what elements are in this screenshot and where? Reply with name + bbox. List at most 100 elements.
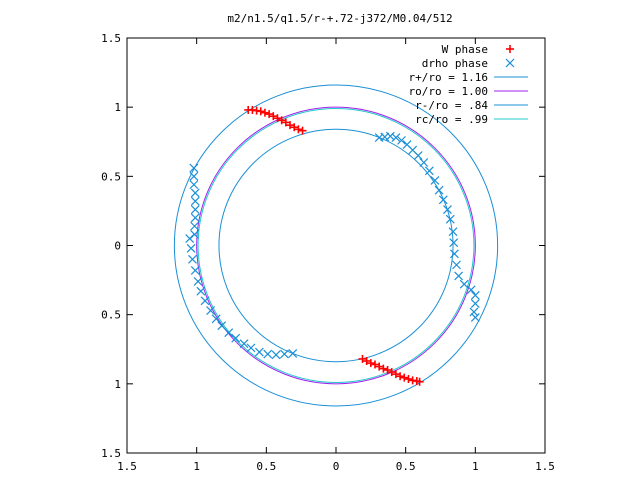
marker-stroke xyxy=(231,333,241,343)
marker-stroke xyxy=(470,290,480,300)
y-tick-label: 1.5 xyxy=(101,32,121,45)
marker-stroke xyxy=(190,221,200,231)
marker-stroke xyxy=(211,314,221,324)
marker-stroke xyxy=(397,135,406,145)
w-phase-point xyxy=(391,370,400,379)
reference-circles xyxy=(173,84,499,407)
marker-stroke xyxy=(374,133,384,143)
w-phase-point xyxy=(383,366,392,374)
y-tick-label: 0.5 xyxy=(101,309,121,322)
axis-ticks: 1.5 1 0.5 0 0.5 1 1.51.510.500.511.5 xyxy=(101,32,555,473)
marker-stroke xyxy=(470,313,480,322)
marker-stroke xyxy=(402,140,412,149)
w-phase-point xyxy=(298,126,307,135)
marker-stroke xyxy=(419,158,429,167)
w-phase-point xyxy=(269,112,278,121)
marker-stroke xyxy=(200,296,210,306)
drho-phase-point xyxy=(196,286,206,296)
drho-phase-point xyxy=(186,243,196,253)
marker-stroke xyxy=(190,205,200,214)
marker-stroke xyxy=(434,185,444,195)
w-phase-point xyxy=(371,360,380,369)
y-tick-label: 0 xyxy=(114,240,121,253)
y-tick-label: 1 xyxy=(114,378,121,391)
drho-phase-point xyxy=(206,306,216,315)
w-phase-point xyxy=(281,118,290,127)
legend-marker xyxy=(505,58,515,68)
marker-stroke xyxy=(246,343,256,353)
x-tick-label: 1.5 xyxy=(117,460,137,473)
marker-stroke xyxy=(413,151,423,161)
marker-stroke xyxy=(449,238,459,248)
drho-phase-point xyxy=(438,195,448,205)
y-tick-label: 1 xyxy=(114,101,121,114)
drho-phase-point xyxy=(185,234,195,244)
marker-stroke xyxy=(190,213,200,223)
marker-stroke xyxy=(438,195,448,205)
marker-stroke xyxy=(430,176,440,185)
x-tick-label: 1 xyxy=(472,460,479,473)
marker-stroke xyxy=(186,243,196,253)
drho-phase-point xyxy=(254,347,264,357)
drho-phase-point xyxy=(452,260,461,270)
marker-stroke xyxy=(206,306,216,315)
marker-stroke xyxy=(450,249,459,259)
circle-r-1-16 xyxy=(173,84,499,407)
marker-stroke xyxy=(188,254,197,264)
drho-phase-point xyxy=(454,271,464,281)
drho-phase-point xyxy=(470,313,480,322)
marker-stroke xyxy=(466,285,476,295)
drho-phase-point xyxy=(271,350,281,360)
drho-phase-point xyxy=(449,238,459,248)
marker-stroke xyxy=(224,328,234,338)
drho-phase-point xyxy=(193,277,203,286)
drho-phase-point xyxy=(263,349,273,359)
drho-phase-point xyxy=(469,307,479,317)
legend-label: r-/ro = .84 xyxy=(415,99,488,112)
marker-stroke xyxy=(190,265,200,275)
w-phase-point xyxy=(256,107,265,116)
drho-phase-point xyxy=(190,213,200,223)
circle-r-1 xyxy=(196,106,476,385)
drho-phase-point xyxy=(217,321,227,331)
x-tick-label: 1 xyxy=(193,460,200,473)
marker-stroke xyxy=(189,163,199,173)
drho-phase-point xyxy=(190,188,200,198)
w-phase-point xyxy=(415,377,424,386)
drho-phase-point xyxy=(466,285,476,295)
marker-stroke xyxy=(280,349,289,359)
marker-stroke xyxy=(408,145,418,155)
marker-stroke xyxy=(459,279,469,289)
drho-phase-point xyxy=(190,265,200,275)
x-tick-label: 0 xyxy=(333,460,340,473)
drho-phase-point xyxy=(450,249,459,259)
w-phase-point xyxy=(286,121,295,130)
y-tick-label: 1.5 xyxy=(101,447,121,460)
marker-stroke xyxy=(469,307,479,317)
marker-stroke xyxy=(380,132,390,142)
data-points xyxy=(185,105,480,386)
w-phase-point xyxy=(400,373,409,382)
w-phase-point xyxy=(396,372,405,381)
drho-phase-point xyxy=(459,279,469,289)
marker-stroke xyxy=(385,131,395,141)
marker-stroke xyxy=(443,205,452,214)
drho-phase-point xyxy=(391,133,401,143)
w-phase-point xyxy=(375,362,384,371)
marker-stroke xyxy=(263,349,273,359)
w-phase-point xyxy=(404,374,413,383)
marker-stroke xyxy=(452,260,461,270)
legend-label: drho phase xyxy=(422,57,488,70)
drho-phase-point xyxy=(470,290,480,300)
w-phase-point xyxy=(379,364,388,373)
drho-phase-point xyxy=(434,185,444,195)
legend-label: r+/ro = 1.16 xyxy=(409,71,488,84)
marker-stroke xyxy=(454,271,464,281)
w-phase-point xyxy=(358,354,367,363)
marker-stroke xyxy=(391,133,401,143)
marker-stroke xyxy=(189,180,199,190)
circle-r-0-99 xyxy=(197,108,475,383)
